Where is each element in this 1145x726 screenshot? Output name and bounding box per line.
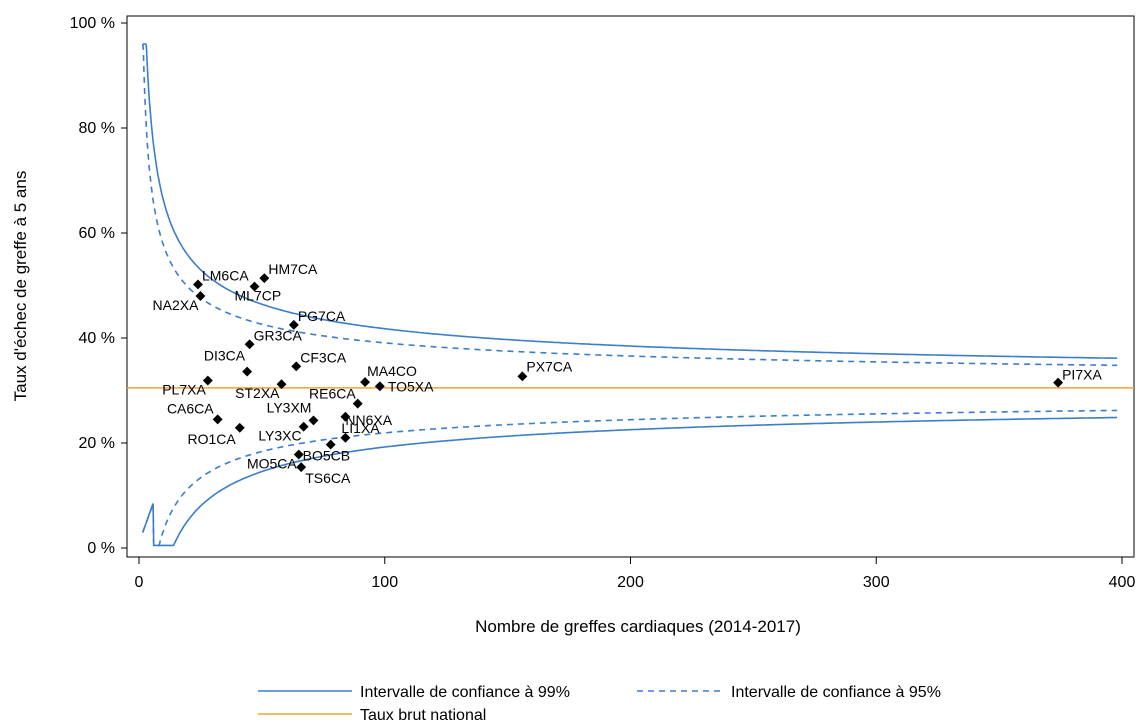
point-marker: [202, 375, 213, 386]
point-label: CF3CA: [300, 349, 347, 365]
point-label: CA6CA: [167, 400, 214, 416]
point-label: ST2XA: [235, 385, 280, 401]
point-label: LY3XC: [258, 428, 301, 444]
point-marker: [360, 377, 371, 388]
x-axis: 0 100 200 300 400: [135, 557, 1136, 591]
point-label: TO5XA: [388, 378, 434, 394]
point-marker: [291, 361, 302, 372]
point-label: PL7XA: [162, 382, 206, 398]
y-axis: 0 % 20 % 40 % 60 % 80 % 100 %: [70, 15, 127, 557]
y-tick-label: 60 %: [79, 225, 115, 242]
point-marker: [249, 281, 260, 292]
point-marker: [374, 381, 385, 392]
point-label: BO5CB: [303, 448, 350, 464]
point-marker: [1053, 377, 1064, 388]
x-tick-label: 100: [371, 574, 398, 591]
point-marker: [340, 411, 351, 422]
confidence-curves: [141, 43, 1118, 547]
point-marker: [517, 371, 528, 382]
point-label: GR3CA: [254, 327, 303, 343]
point-label: DI3CA: [204, 348, 246, 364]
point-label: MA4CO: [367, 363, 417, 379]
point-label: PG7CA: [298, 308, 346, 324]
point-marker: [276, 379, 287, 390]
legend-ci99-label: Intervalle de confiance à 99%: [360, 684, 570, 701]
point-label: PX7CA: [526, 358, 573, 374]
point-marker: [195, 291, 206, 301]
point-label: RE6CA: [309, 386, 356, 402]
point-marker: [212, 414, 223, 425]
point-label: LY3XM: [267, 399, 312, 415]
legend: Intervalle de confiance à 99% Intervalle…: [258, 684, 941, 724]
x-tick-label: 300: [863, 574, 890, 591]
legend-national-label: Taux brut national: [360, 707, 486, 724]
y-axis-title: Taux d'échec de greffe à 5 ans: [11, 171, 30, 402]
point-label: MO5CA: [247, 456, 297, 472]
y-tick-label: 20 %: [79, 435, 115, 452]
x-tick-label: 400: [1109, 574, 1136, 591]
point-label: NN6XA: [345, 412, 392, 428]
legend-ci95-label: Intervalle de confiance à 95%: [731, 684, 941, 701]
point-marker: [288, 319, 299, 330]
point-marker: [234, 422, 245, 433]
point-marker: [325, 439, 336, 450]
x-axis-title: Nombre de greffes cardiaques (2014-2017): [475, 617, 801, 636]
x-tick-label: 200: [617, 574, 644, 591]
y-tick-label: 0 %: [87, 540, 115, 557]
ci99-lower-curve: [141, 416, 1118, 547]
point-marker: [298, 421, 309, 432]
y-tick-label: 100 %: [70, 15, 115, 32]
point-label: LM6CA: [202, 267, 249, 283]
point-label: LI1XA: [341, 420, 380, 436]
y-tick-label: 40 %: [79, 330, 115, 347]
point-marker: [293, 449, 304, 460]
point-marker: [352, 398, 363, 409]
point-marker: [259, 273, 270, 284]
point-marker: [340, 432, 351, 443]
plot-frame: [126, 15, 1135, 558]
ci99-upper-curve: [142, 43, 1118, 359]
ci95-lower-curve: [141, 409, 1118, 547]
point-marker: [244, 339, 255, 350]
point-marker: [242, 366, 253, 377]
point-marker: [296, 462, 307, 473]
point-label: ML7CP: [235, 288, 282, 304]
y-tick-label: 80 %: [79, 120, 115, 137]
point-label: NA2XA: [153, 297, 200, 313]
point-marker: [193, 279, 203, 290]
point-label: TS6CA: [305, 470, 351, 486]
point-marker: [308, 415, 319, 426]
point-label: RO1CA: [188, 431, 237, 447]
point-label: PI7XA: [1062, 367, 1102, 383]
ci95-upper-curve: [141, 43, 1118, 367]
x-tick-label: 0: [135, 574, 144, 591]
point-label: HM7CA: [268, 261, 318, 277]
